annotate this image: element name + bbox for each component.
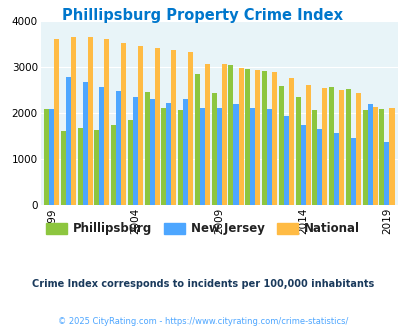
Bar bbox=[295, 97, 300, 205]
Bar bbox=[322, 88, 326, 205]
Bar bbox=[333, 133, 338, 205]
Bar bbox=[283, 116, 288, 205]
Bar bbox=[379, 109, 384, 205]
Bar bbox=[171, 50, 176, 205]
Legend: Phillipsburg, New Jersey, National: Phillipsburg, New Jersey, National bbox=[41, 217, 364, 240]
Bar bbox=[278, 86, 283, 205]
Bar bbox=[121, 43, 126, 205]
Bar bbox=[221, 64, 226, 205]
Bar bbox=[205, 64, 209, 205]
Bar bbox=[355, 93, 360, 205]
Bar bbox=[367, 104, 372, 205]
Bar bbox=[233, 104, 238, 205]
Bar bbox=[288, 78, 293, 205]
Bar bbox=[271, 72, 277, 205]
Bar bbox=[199, 108, 205, 205]
Bar bbox=[300, 125, 305, 205]
Bar bbox=[178, 110, 183, 205]
Bar bbox=[116, 91, 121, 205]
Bar bbox=[311, 110, 317, 205]
Bar bbox=[372, 107, 377, 205]
Bar bbox=[317, 129, 322, 205]
Text: © 2025 CityRating.com - https://www.cityrating.com/crime-statistics/: © 2025 CityRating.com - https://www.city… bbox=[58, 317, 347, 326]
Bar bbox=[61, 131, 66, 205]
Bar bbox=[261, 71, 266, 205]
Bar bbox=[183, 99, 188, 205]
Bar bbox=[238, 68, 243, 205]
Bar bbox=[338, 90, 343, 205]
Text: Crime Index corresponds to incidents per 100,000 inhabitants: Crime Index corresponds to incidents per… bbox=[32, 279, 373, 289]
Bar bbox=[94, 130, 99, 205]
Bar bbox=[154, 49, 159, 205]
Bar bbox=[350, 138, 355, 205]
Bar bbox=[111, 125, 116, 205]
Bar bbox=[362, 110, 367, 205]
Bar bbox=[188, 52, 193, 205]
Bar bbox=[149, 99, 154, 205]
Bar bbox=[82, 82, 87, 205]
Bar bbox=[87, 38, 92, 205]
Bar bbox=[266, 109, 271, 205]
Bar bbox=[194, 74, 199, 205]
Bar bbox=[211, 93, 216, 205]
Bar bbox=[44, 109, 49, 205]
Bar bbox=[66, 77, 70, 205]
Bar bbox=[144, 92, 149, 205]
Bar bbox=[249, 109, 255, 205]
Bar bbox=[70, 37, 76, 205]
Bar bbox=[384, 142, 388, 205]
Bar bbox=[216, 108, 221, 205]
Bar bbox=[49, 109, 54, 205]
Bar bbox=[328, 87, 333, 205]
Bar bbox=[99, 87, 104, 205]
Bar bbox=[138, 46, 143, 205]
Bar bbox=[54, 39, 59, 205]
Bar bbox=[245, 69, 249, 205]
Bar bbox=[228, 65, 233, 205]
Text: Phillipsburg Property Crime Index: Phillipsburg Property Crime Index bbox=[62, 8, 343, 23]
Bar bbox=[166, 103, 171, 205]
Bar bbox=[104, 39, 109, 205]
Bar bbox=[255, 70, 260, 205]
Bar bbox=[128, 120, 132, 205]
Bar bbox=[305, 84, 310, 205]
Bar bbox=[345, 89, 350, 205]
Bar bbox=[388, 108, 394, 205]
Bar bbox=[132, 97, 138, 205]
Bar bbox=[77, 128, 82, 205]
Bar bbox=[161, 109, 166, 205]
